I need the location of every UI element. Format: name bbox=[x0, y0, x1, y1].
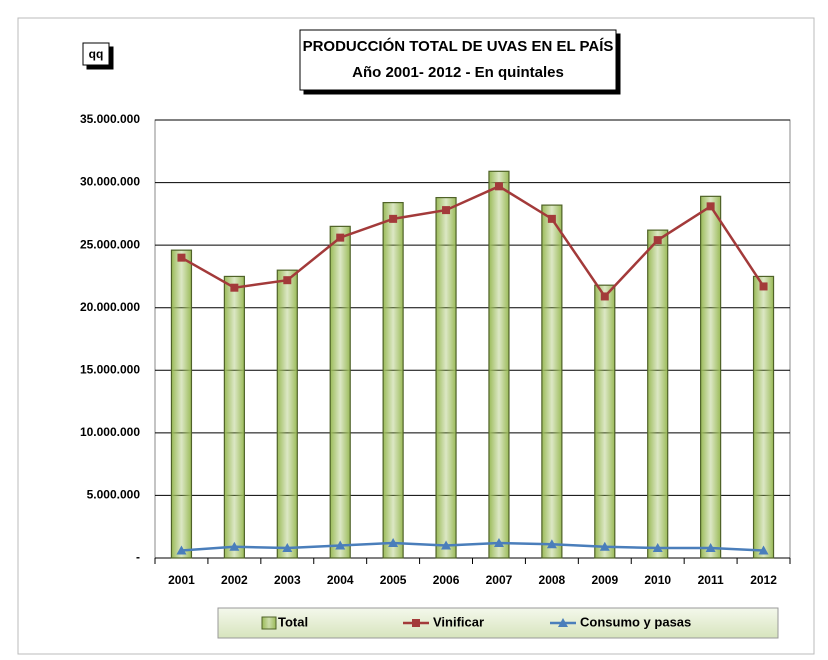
bar bbox=[647, 229, 669, 559]
line-marker bbox=[389, 214, 398, 223]
bar bbox=[170, 249, 193, 559]
bar bbox=[223, 275, 245, 559]
line-marker bbox=[546, 539, 557, 549]
line-marker bbox=[653, 236, 662, 245]
legend-swatch bbox=[261, 616, 277, 630]
legend-box bbox=[217, 607, 779, 639]
chart-title: PRODUCCIÓN TOTAL DE UVAS EN EL PAÍS bbox=[303, 37, 614, 55]
x-tick-label: 2001 bbox=[168, 573, 195, 587]
y-tick-label: 5.000.000 bbox=[87, 488, 141, 502]
line-marker bbox=[229, 541, 240, 551]
title-box bbox=[299, 29, 617, 91]
bar bbox=[752, 275, 775, 559]
x-tick-label: 2006 bbox=[433, 573, 460, 587]
x-tick-label: 2004 bbox=[327, 573, 354, 587]
series-line bbox=[181, 541, 764, 552]
x-tick-label: 2005 bbox=[380, 573, 407, 587]
legend-marker bbox=[412, 619, 420, 627]
bar bbox=[594, 284, 616, 559]
bar bbox=[435, 196, 457, 559]
line-marker bbox=[652, 542, 663, 552]
bar bbox=[382, 201, 404, 559]
line-marker bbox=[335, 540, 346, 550]
legend-label: Total bbox=[278, 614, 308, 629]
y-tick-label: 25.000.000 bbox=[80, 237, 140, 251]
legend-marker bbox=[558, 618, 568, 627]
bar bbox=[700, 195, 722, 559]
line-marker bbox=[336, 233, 345, 242]
line-marker bbox=[442, 206, 451, 215]
bar bbox=[276, 269, 298, 559]
series-line bbox=[180, 184, 765, 299]
line-marker bbox=[706, 202, 715, 211]
y-tick-label: 15.000.000 bbox=[80, 362, 140, 376]
line-marker bbox=[441, 540, 452, 550]
line-marker bbox=[283, 276, 292, 285]
x-tick-label: 2012 bbox=[750, 573, 777, 587]
y-tick-label: 10.000.000 bbox=[80, 425, 140, 439]
line-marker bbox=[230, 283, 239, 292]
plot-area bbox=[154, 119, 791, 559]
line-marker bbox=[547, 214, 556, 223]
x-tick-label: 2010 bbox=[644, 573, 671, 587]
line-marker bbox=[759, 282, 768, 291]
chart-subtitle: Año 2001- 2012 - En quintales bbox=[352, 64, 564, 81]
line-marker bbox=[494, 182, 503, 191]
bar bbox=[488, 170, 510, 559]
x-tick-label: 2002 bbox=[221, 573, 248, 587]
line-marker bbox=[705, 542, 716, 552]
line-marker bbox=[177, 253, 186, 262]
unit-label: qq bbox=[89, 47, 104, 61]
line-marker bbox=[599, 541, 610, 551]
x-tick-label: 2007 bbox=[486, 573, 513, 587]
legend-label: Vinificar bbox=[433, 614, 484, 629]
line-marker bbox=[282, 542, 293, 552]
x-tick-label: 2003 bbox=[274, 573, 301, 587]
x-tick-label: 2009 bbox=[591, 573, 618, 587]
unit-box bbox=[82, 42, 110, 66]
line-marker bbox=[493, 537, 504, 547]
chart-frame bbox=[17, 17, 815, 655]
bar bbox=[541, 204, 563, 559]
bar bbox=[329, 225, 351, 559]
legend-label: Consumo y pasas bbox=[580, 614, 691, 629]
y-tick-label: 30.000.000 bbox=[80, 175, 140, 189]
line-marker bbox=[388, 537, 399, 547]
line-marker bbox=[176, 545, 187, 555]
y-tick-label: 35.000.000 bbox=[80, 112, 140, 126]
line-marker bbox=[758, 545, 769, 555]
line-marker bbox=[600, 292, 609, 301]
x-tick-label: 2011 bbox=[698, 573, 724, 587]
y-tick-label: - bbox=[136, 550, 140, 564]
y-tick-label: 20.000.000 bbox=[80, 300, 140, 314]
x-tick-label: 2008 bbox=[539, 573, 566, 587]
